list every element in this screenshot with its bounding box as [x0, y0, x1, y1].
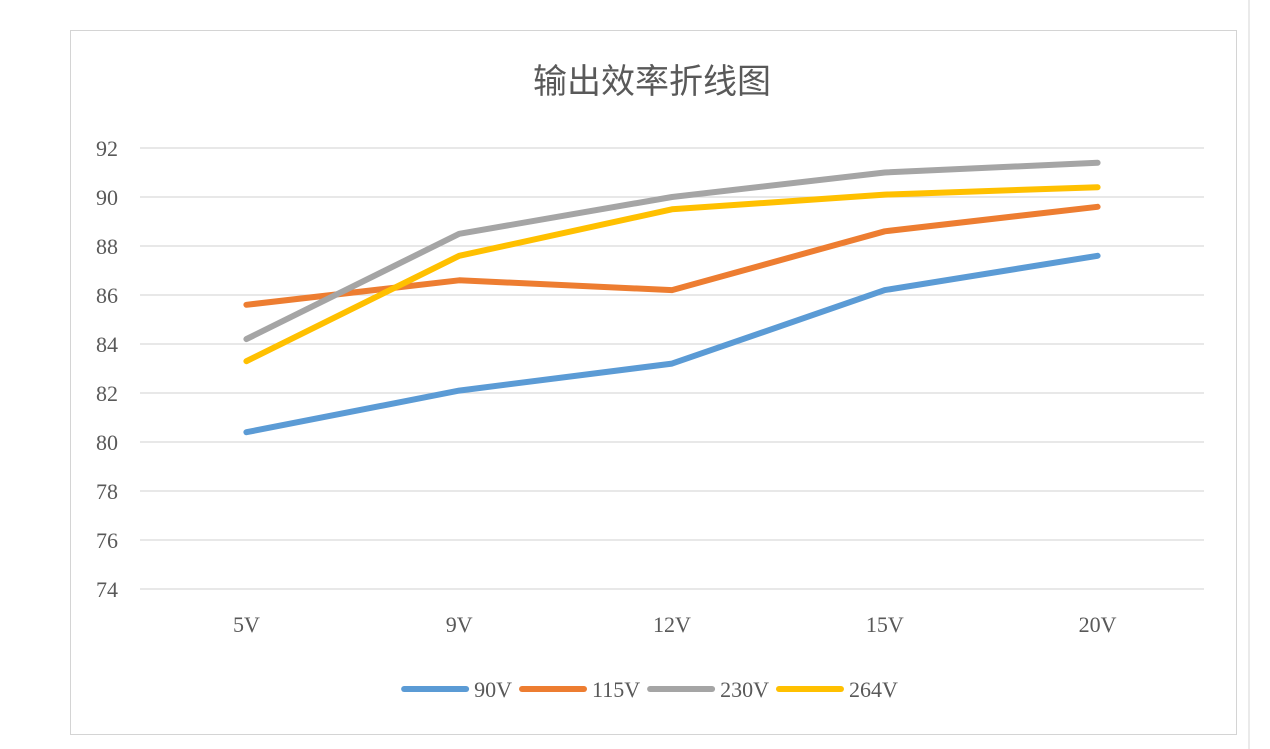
legend-label-264V: 264V: [849, 677, 898, 702]
series-line-230V: [243, 159, 1101, 343]
series-lines: [243, 159, 1101, 436]
x-tick-label: 20V: [1079, 612, 1117, 637]
y-tick-label: 90: [96, 185, 118, 210]
legend: 90V 115V 230V 264V: [401, 677, 898, 702]
y-tick-label: 78: [96, 479, 118, 504]
x-tick-label: 9V: [446, 612, 473, 637]
x-tick-label: 12V: [653, 612, 691, 637]
series-line-90V: [243, 252, 1101, 436]
x-tick-label: 15V: [866, 612, 904, 637]
y-tick-label: 80: [96, 430, 118, 455]
y-tick-label: 86: [96, 283, 118, 308]
legend-label-90V: 90V: [474, 677, 512, 702]
y-axis-tick-labels: 74 76 78 80 82 84 86 88 90 92: [96, 136, 118, 602]
y-tick-label: 76: [96, 528, 118, 553]
x-axis-tick-labels: 5V 9V 12V 15V 20V: [233, 612, 1117, 637]
y-tick-label: 82: [96, 381, 118, 406]
chart-title: 输出效率折线图: [533, 62, 771, 102]
y-tick-label: 92: [96, 136, 118, 161]
legend-label-115V: 115V: [592, 677, 640, 702]
series-line-264V: [243, 184, 1101, 365]
x-tick-label: 5V: [233, 612, 260, 637]
y-tick-label: 84: [96, 332, 118, 357]
y-tick-label: 74: [96, 577, 118, 602]
legend-label-230V: 230V: [720, 677, 769, 702]
series-line-115V: [243, 203, 1101, 308]
y-tick-label: 88: [96, 234, 118, 259]
